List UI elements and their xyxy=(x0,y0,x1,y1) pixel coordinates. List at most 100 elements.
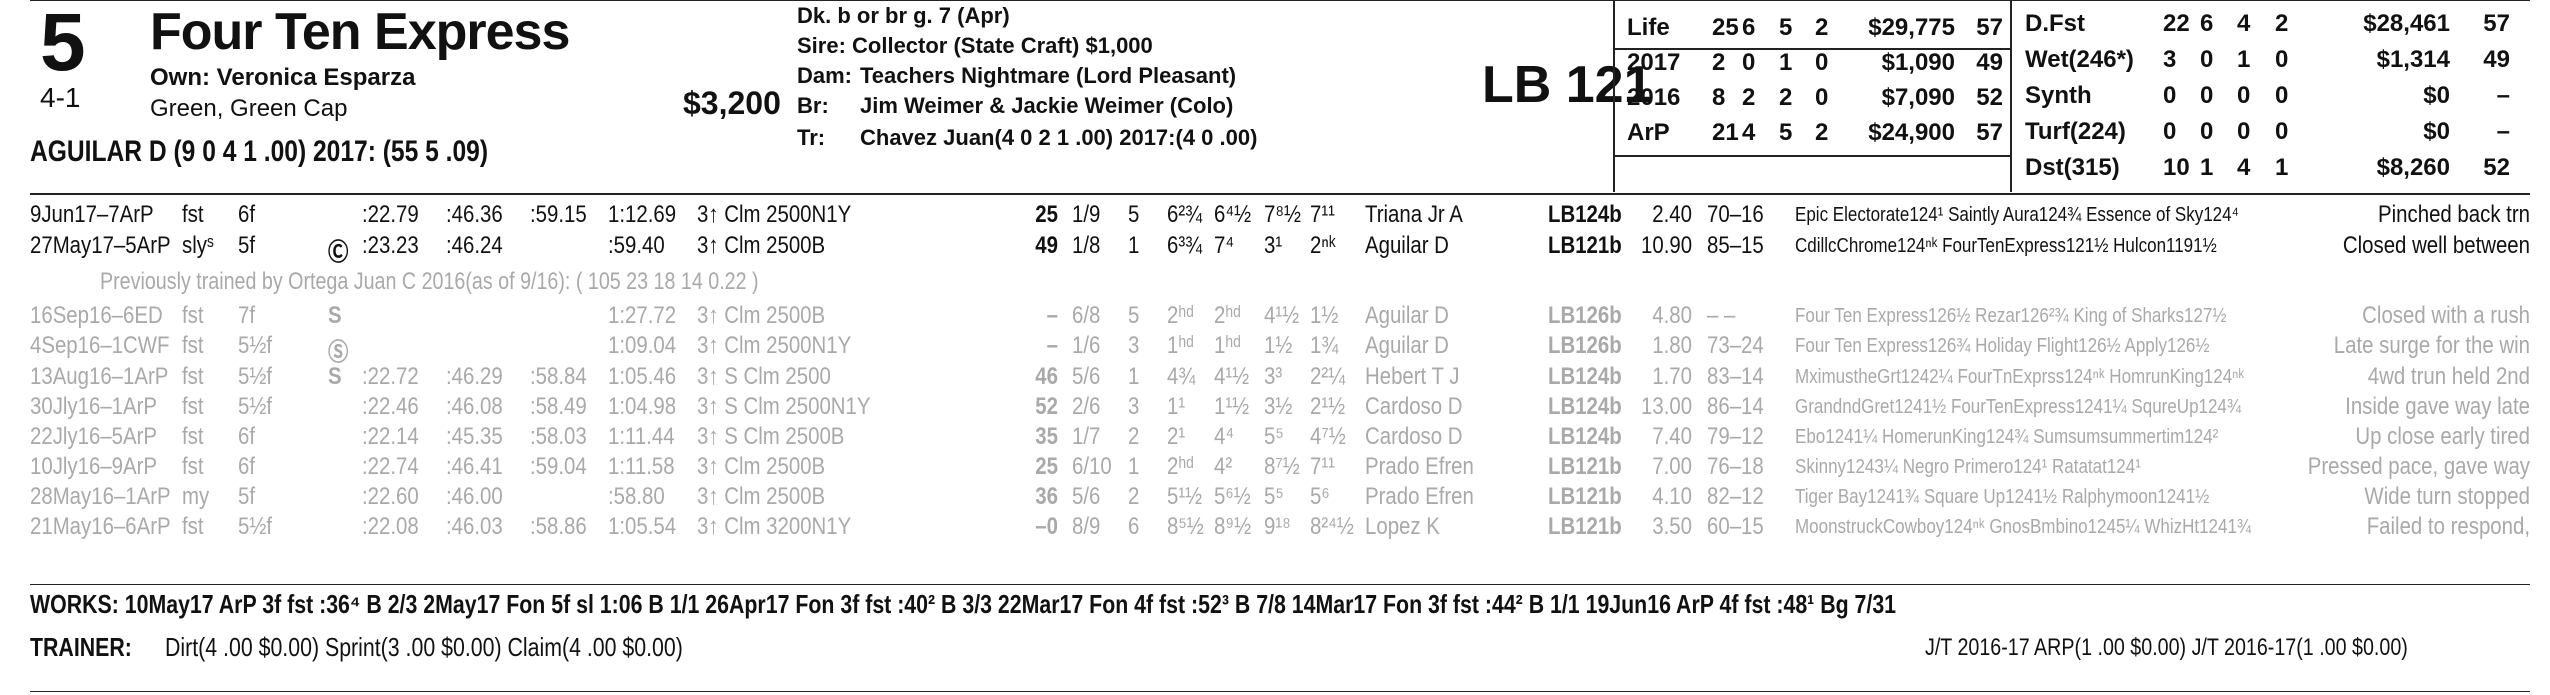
pp-c2: 4² xyxy=(1214,453,1233,480)
pp-pace: 82–12 xyxy=(1707,483,1764,510)
jockey-line: AGUILAR D (9 0 4 1 .00) 2017: (55 5 .09) xyxy=(30,135,489,168)
horse-name: Four Ten Express xyxy=(150,3,570,61)
record-sts: 8 xyxy=(1712,84,1726,111)
record-p: 1 xyxy=(2237,46,2251,73)
past-performance-row: 22Jly16–5ArP fst 6f:22.14:45.35:58.03 1:11.… xyxy=(0,421,2550,453)
pp-wt: LB121b xyxy=(1548,453,1622,480)
pp-cond: fst xyxy=(182,453,204,480)
pp-sym: Ⓢ xyxy=(328,339,349,366)
pp-comp: Four Ten Express126¾ Holiday Flight126½ … xyxy=(1795,335,2210,357)
record-label: Wet(246*) xyxy=(2025,46,2134,73)
pp-spd: 36 xyxy=(1035,483,1058,510)
pp-pp: 2/6 xyxy=(1072,393,1101,420)
sire: Sire: Collector (State Craft) $1,000 xyxy=(797,33,1153,58)
past-performance-row: 16Sep16–6ED fst 7f S 1:27.72 3↑ Clm 2500B –6/8… xyxy=(0,300,2550,332)
pp-str: 1½ xyxy=(1264,332,1293,359)
record-s: 0 xyxy=(2275,82,2289,109)
pp-st: 2 xyxy=(1128,483,1140,510)
trainer-stats: Dirt(4 .00 $0.00) Sprint(3 .00 $0.00) Cl… xyxy=(165,632,683,662)
past-performance-row: 21May16–6ArP fst 5½f:22.08:46.03:58.86 1:05… xyxy=(0,511,2550,543)
pp-str: 3³ xyxy=(1264,363,1283,390)
record-row: Synth 0 0 0 0 $0– xyxy=(2015,78,2515,112)
pp-jockey: Prado Efren xyxy=(1365,483,1474,510)
pp-date: 30Jly16–1ArP xyxy=(30,393,158,420)
pp-pp: 1/6 xyxy=(1072,332,1101,359)
pp-jockey: Cardoso D xyxy=(1365,393,1463,420)
pp-cond: fst xyxy=(182,201,204,228)
pp-spd: 25 xyxy=(1035,453,1058,480)
past-performance-row: 30Jly16–1ArP fst 5½f:22.46:46.08:58.49 1:04… xyxy=(0,391,2550,423)
record-label: Synth xyxy=(2025,82,2092,109)
pp-wt: LB124b xyxy=(1548,423,1622,450)
previously-trained-note: Previously trained by Ortega Juan C 2016… xyxy=(100,268,759,295)
header-rule xyxy=(30,193,2530,195)
record-s: 0 xyxy=(2275,46,2289,73)
pp-jockey: Hebert T J xyxy=(1365,363,1460,390)
pp-pace: 85–15 xyxy=(1707,232,1764,259)
trainer-stats-label: TRAINER: xyxy=(30,632,132,662)
pp-str: 7⁸½ xyxy=(1264,201,1301,228)
pp-spd: 49 xyxy=(1035,232,1058,259)
record-row: 2017 2 0 1 0 $1,090 49 xyxy=(1615,45,2005,79)
pp-cond: fst xyxy=(182,393,204,420)
pp-spd: – xyxy=(1046,332,1058,359)
record-earn: $1,314 xyxy=(2376,46,2450,73)
pp-st: 1 xyxy=(1128,363,1140,390)
record-sts: 0 xyxy=(2163,82,2177,109)
pp-jockey: Aguilar D xyxy=(1365,332,1449,359)
pp-comment: Closed well between xyxy=(2342,232,2530,259)
pp-comment: Closed with a rush xyxy=(2362,302,2530,329)
pp-fn: 2²¼ xyxy=(1310,363,1346,390)
past-performance-row: 28May16–1ArP my 5f:22.60:46.00:58.80 3↑ Clm… xyxy=(0,481,2550,513)
owner: Own: Veronica Esparza xyxy=(150,64,416,91)
record-s: 0 xyxy=(2275,118,2289,145)
record-w: 6 xyxy=(2200,10,2214,37)
past-performance-row: 4Sep16–1CWF fst 5½f Ⓢ 1:09.04 3↑ Clm 2500N1Y –… xyxy=(0,330,2550,366)
pp-spd: 46 xyxy=(1035,363,1058,390)
pp-fin: 1:09.04 xyxy=(608,332,677,359)
pp-spd: – xyxy=(1046,302,1058,329)
pp-st: 1 xyxy=(1128,453,1140,480)
record-earn: $7,090 xyxy=(1881,84,1955,111)
pp-f3: :58.86 xyxy=(530,513,587,540)
record-spd: – xyxy=(2496,82,2510,109)
pp-c2: 2ʰᵈ xyxy=(1214,302,1241,329)
record-s: 1 xyxy=(2275,154,2289,181)
pp-spd: 52 xyxy=(1035,393,1058,420)
pp-str: 8⁷½ xyxy=(1264,453,1300,480)
record-label: 2016 xyxy=(1627,84,1681,111)
record-row: Dst(315) 10 1 4 1 $8,260 52 xyxy=(2015,150,2515,184)
pp-c1: 6²¾ xyxy=(1167,201,1203,228)
pp-cond: fst xyxy=(182,332,204,359)
pp-st: 1 xyxy=(1128,232,1140,259)
pp-cond: fst xyxy=(182,363,204,390)
record-w: 1 xyxy=(2200,154,2214,181)
pp-str: 5⁵ xyxy=(1264,483,1284,510)
record-row: Life 25 6 5 2 $29,775 57 xyxy=(1615,10,2005,44)
stat-divider-left xyxy=(1613,0,1615,192)
record-w: 0 xyxy=(2200,82,2214,109)
pp-pace: 83–14 xyxy=(1707,363,1764,390)
pp-wt: LB121b xyxy=(1548,483,1622,510)
pp-comment: Wide turn stopped xyxy=(2364,483,2530,510)
record-label: 2017 xyxy=(1627,49,1681,76)
record-w: 0 xyxy=(2200,46,2214,73)
stat-divider-mid xyxy=(2010,0,2012,192)
pp-st: 5 xyxy=(1128,302,1140,329)
pp-pp: 1/9 xyxy=(1072,201,1101,228)
pp-f3: :59.04 xyxy=(530,453,587,480)
pp-sym: S xyxy=(328,363,342,390)
pp-comp: CdillcChrome124ⁿᵏ FourTenExpress121½ Hul… xyxy=(1795,235,2217,257)
record-label: Dst(315) xyxy=(2025,154,2120,181)
pp-dist: 5f xyxy=(238,483,256,510)
pp-fin: 1:05.46 xyxy=(608,363,677,390)
trainer: Chavez Juan(4 0 2 1 .00) 2017:(4 0 .00) xyxy=(860,125,1258,150)
pp-jockey: Aguilar D xyxy=(1365,232,1449,259)
pp-date: 9Jun17–7ArP xyxy=(30,201,154,228)
works-rule xyxy=(30,584,2530,585)
pp-f1: :22.14 xyxy=(362,423,419,450)
pp-dist: 6f xyxy=(238,423,256,450)
past-performance-row: 13Aug16–1ArP fst 5½f S:22.72:46.29:58.84 1:0… xyxy=(0,361,2550,393)
pp-comment: 4wd trun held 2nd xyxy=(2367,363,2530,390)
pp-race: 3↑ Clm 2500B xyxy=(697,453,826,480)
